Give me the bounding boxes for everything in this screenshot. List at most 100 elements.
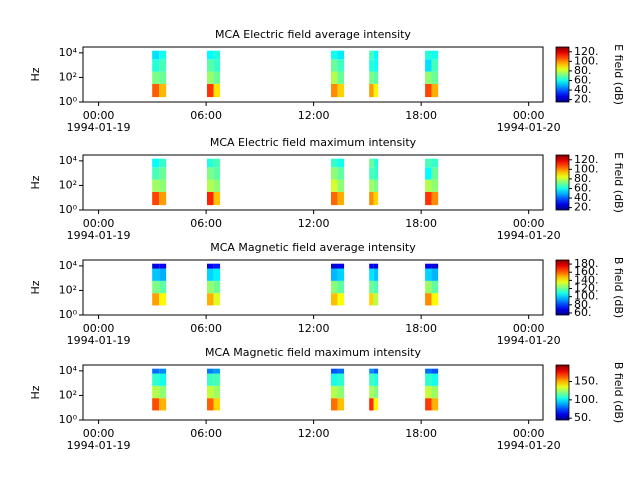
spectrogram-cell: [431, 50, 439, 60]
spectrogram-cell: [431, 368, 439, 374]
spectrogram-cell: [425, 263, 432, 269]
x-date-label: 1994-01-20: [497, 334, 561, 347]
spectrogram-cell: [373, 167, 379, 180]
colorbar-tick-label: 80.: [574, 172, 592, 185]
colorbar-tick-label: 80.: [574, 298, 592, 311]
colorbar-tick-label: 80.: [574, 64, 592, 77]
spectrogram-cell: [373, 293, 379, 306]
spectrogram-cell: [152, 263, 160, 269]
colorbar-tick-label: 20.: [574, 93, 592, 106]
spectrogram-cell: [159, 158, 167, 168]
y-tick-label: 10²: [59, 178, 77, 191]
colorbar-tick-label: 160.: [574, 265, 599, 278]
colorbar-tick-label: 60.: [574, 181, 592, 194]
colorbar-tick-label: 100.: [574, 393, 599, 406]
spectrogram-cell: [159, 293, 167, 306]
spectrogram-cell: [213, 191, 221, 206]
spectrogram-cell: [373, 50, 379, 60]
spectrogram-cell: [373, 268, 379, 281]
spectrogram-cell: [431, 293, 439, 306]
x-tick-label: 00:00: [513, 322, 545, 335]
spectrogram-cell: [213, 280, 221, 294]
spectrogram-cell: [213, 71, 221, 84]
spectrogram-cell: [425, 293, 432, 306]
x-date-label: 1994-01-20: [497, 229, 561, 242]
x-tick-label: 00:00: [83, 427, 115, 440]
x-tick-label: 00:00: [513, 217, 545, 230]
colorbar-label: B field (dB): [612, 257, 625, 318]
spectrogram-cell: [152, 398, 160, 411]
spectrogram-cell: [337, 268, 345, 281]
plot-frame: [82, 364, 544, 421]
spectrogram-cell: [431, 179, 439, 192]
spectrogram-cell: [337, 191, 345, 206]
spectrogram-cell: [152, 268, 160, 281]
spectrogram-cell: [152, 179, 160, 192]
spectrogram-cell: [152, 158, 160, 168]
spectrogram-cell: [213, 373, 221, 386]
spectrogram-cell: [159, 83, 167, 98]
x-tick-label: 00:00: [513, 109, 545, 122]
colorbar-tick-label: 100.: [574, 162, 599, 175]
spectrogram-cell: [369, 293, 374, 306]
x-date-label: 1994-01-19: [67, 121, 131, 134]
spectrogram-cell: [337, 179, 345, 192]
spectrogram-cell: [159, 191, 167, 206]
spectrogram-cell: [213, 293, 221, 306]
spectrogram-cell: [152, 293, 160, 306]
spectrogram-cell: [373, 280, 379, 294]
spectrogram-cell: [373, 83, 379, 98]
spectrogram-cell: [331, 368, 338, 374]
spectrogram-cell: [331, 50, 338, 60]
x-date-label: 1994-01-20: [497, 121, 561, 134]
spectrogram-cell: [152, 280, 160, 294]
x-date-label: 1994-01-19: [67, 334, 131, 347]
spectrogram-cell: [331, 373, 338, 386]
spectrogram-cell: [331, 83, 338, 98]
spectrogram-cell: [152, 71, 160, 84]
spectrogram-cell: [369, 50, 374, 60]
spectrogram-cell: [337, 368, 345, 374]
spectrogram-cell: [213, 179, 221, 192]
y-axis-label: Hz: [29, 175, 42, 189]
plot-frame: [82, 259, 544, 316]
x-tick-label: 12:00: [298, 109, 330, 122]
spectrogram-cell: [337, 59, 345, 72]
spectrogram-cell: [331, 167, 338, 180]
spectrogram-cell: [337, 50, 345, 60]
y-tick-label: 10⁴: [59, 259, 78, 272]
y-axis-label: Hz: [29, 280, 42, 294]
spectrogram-cell: [373, 263, 379, 269]
x-date-label: 1994-01-19: [67, 439, 131, 452]
spectrogram-cell: [373, 71, 379, 84]
spectrogram-cell: [373, 368, 379, 374]
colorbar-tick-label: 180.: [574, 257, 599, 270]
spectrogram-cell: [373, 59, 379, 72]
spectrogram-cell: [159, 368, 167, 374]
spectrogram-cell: [337, 385, 345, 399]
spectrogram-cell: [369, 59, 374, 72]
y-tick-label: 10⁰: [59, 95, 78, 108]
spectrogram-cell: [369, 263, 374, 269]
spectrogram-cell: [159, 179, 167, 192]
spectrogram-cell: [207, 71, 214, 84]
spectrogram-cell: [159, 59, 167, 72]
colorbar-tick-label: 40.: [574, 83, 592, 96]
spectrogram-cell: [152, 385, 160, 399]
spectrogram-cell: [425, 385, 432, 399]
spectrogram-cell: [152, 368, 160, 374]
spectrogram-cell: [213, 167, 221, 180]
spectrogram-cell: [207, 50, 214, 60]
spectrogram-cell: [369, 368, 374, 374]
spectrogram-cell: [152, 59, 160, 72]
spectrogram-cell: [213, 268, 221, 281]
y-axis-label: Hz: [29, 385, 42, 399]
colorbar: [555, 364, 570, 421]
spectrogram-cell: [425, 50, 432, 60]
x-tick-label: 18:00: [405, 109, 437, 122]
spectrogram-cell: [337, 398, 345, 411]
spectrogram-cell: [431, 385, 439, 399]
colorbar-tick-label: 60.: [574, 73, 592, 86]
spectrogram-cell: [331, 71, 338, 84]
